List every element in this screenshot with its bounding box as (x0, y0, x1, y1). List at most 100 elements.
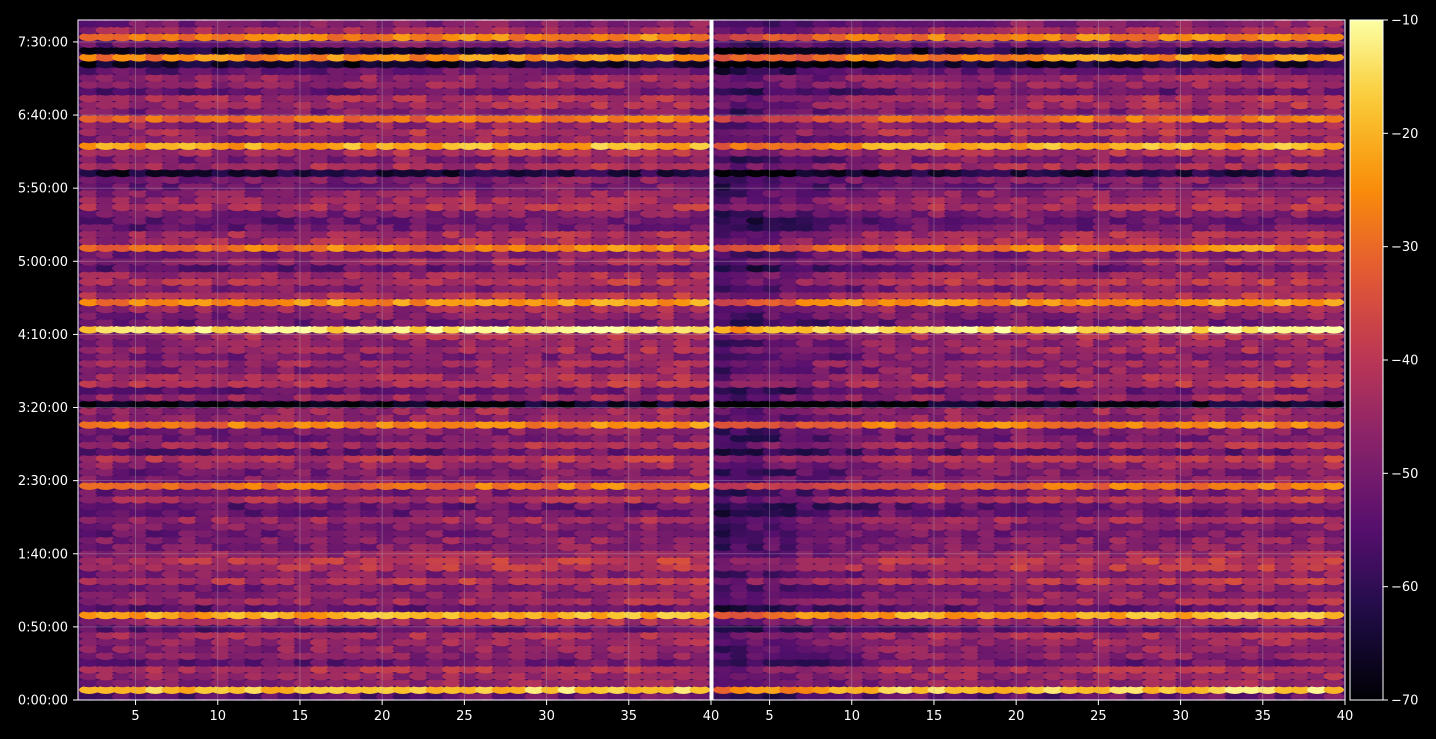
heatmap-cell (557, 447, 578, 456)
heatmap-cell (161, 461, 182, 470)
heatmap-cell (343, 665, 364, 674)
heatmap-cell (326, 638, 347, 647)
heatmap-cell (211, 304, 232, 314)
heatmap-cell (211, 311, 232, 320)
heatmap-cell (293, 692, 314, 701)
heatmap-cell (277, 372, 298, 382)
heatmap-cell (376, 427, 397, 436)
heatmap-cell (277, 672, 298, 681)
heatmap-cell (95, 413, 117, 422)
heatmap-cell (458, 590, 479, 599)
heatmap-cell (277, 481, 298, 490)
heatmap-cell (557, 406, 578, 416)
heatmap-cell (508, 570, 529, 579)
heatmap-cell (260, 406, 281, 416)
heatmap-cell (623, 359, 644, 368)
heatmap-cell (326, 631, 347, 640)
heatmap-cell (557, 413, 578, 422)
heatmap-cell (310, 338, 331, 348)
heatmap-cell (541, 502, 562, 511)
heatmap-cell (376, 318, 397, 327)
heatmap-cell (227, 583, 248, 592)
heatmap-cell (656, 563, 677, 572)
heatmap-cell (343, 651, 364, 660)
heatmap-cell (673, 270, 694, 280)
heatmap-cell (95, 522, 117, 531)
heatmap-cell (112, 638, 133, 647)
heatmap-cell (640, 468, 661, 477)
heatmap-cell (656, 610, 677, 620)
heatmap-cell (541, 284, 562, 293)
heatmap-cell (293, 454, 314, 463)
heatmap-cell (656, 461, 677, 470)
heatmap-cell (310, 257, 331, 266)
heatmap-cell (376, 325, 397, 334)
heatmap-cell (590, 250, 611, 259)
heatmap-cell (260, 277, 281, 286)
heatmap-cell (194, 298, 215, 307)
heatmap-cell (277, 427, 298, 436)
heatmap-cell (425, 257, 446, 266)
heatmap-cell (541, 250, 562, 259)
heatmap-cell (425, 522, 446, 531)
heatmap-cell (623, 522, 644, 531)
heatmap-cell (95, 372, 117, 382)
heatmap-cell (277, 393, 298, 402)
heatmap-cell (442, 400, 463, 409)
heatmap-cell (145, 610, 166, 620)
heatmap-cell (95, 631, 117, 640)
heatmap-cell (458, 264, 479, 273)
heatmap-cell (343, 583, 364, 592)
heatmap-cell (409, 549, 430, 558)
heatmap-cell (161, 617, 182, 626)
heatmap-cell (343, 372, 364, 382)
heatmap-cell (590, 672, 611, 681)
heatmap-cell (178, 338, 199, 348)
heatmap-cell (79, 277, 100, 286)
heatmap-cell (673, 434, 694, 443)
heatmap-cell (425, 379, 446, 388)
heatmap-cell (524, 427, 545, 436)
heatmap-cell (128, 488, 149, 497)
heatmap-cell (524, 332, 545, 341)
heatmap-cell (310, 644, 331, 654)
heatmap-cell (359, 264, 380, 273)
heatmap-cell (557, 502, 578, 511)
heatmap-cell (211, 576, 232, 586)
heatmap-cell (392, 359, 413, 368)
heatmap-cell (607, 366, 628, 375)
heatmap-cell (541, 379, 562, 388)
heatmap-cell (79, 386, 100, 395)
heatmap-cell (211, 536, 232, 545)
heatmap-cell (425, 325, 446, 334)
heatmap-cell (244, 311, 265, 320)
heatmap-cell (541, 692, 562, 701)
heatmap-cell (574, 481, 595, 490)
heatmap-cell (574, 304, 595, 314)
heatmap-cell (607, 291, 628, 300)
heatmap-cell (359, 386, 380, 395)
heatmap-cell (95, 515, 117, 524)
heatmap-cell (359, 590, 380, 599)
heatmap-cell (475, 291, 496, 300)
heatmap-cell (442, 488, 463, 497)
heatmap-cell (524, 400, 545, 409)
heatmap-cell (673, 481, 694, 490)
heatmap-cell (343, 549, 364, 558)
heatmap-cell (475, 250, 496, 259)
heatmap-cell (574, 366, 595, 375)
heatmap-cell (277, 678, 298, 688)
heatmap-cell (475, 583, 496, 592)
heatmap-cell (376, 488, 397, 497)
heatmap-cell (260, 413, 281, 422)
heatmap-cell (607, 468, 628, 477)
heatmap-cell (656, 420, 677, 429)
heatmap-cell (475, 631, 496, 640)
heatmap-cell (640, 563, 661, 572)
heatmap-cell (376, 332, 397, 341)
heatmap-cell (145, 447, 166, 456)
heatmap-cell (326, 590, 347, 599)
heatmap-cell (227, 542, 248, 552)
heatmap-cell (541, 345, 562, 354)
heatmap-cell (458, 311, 479, 320)
